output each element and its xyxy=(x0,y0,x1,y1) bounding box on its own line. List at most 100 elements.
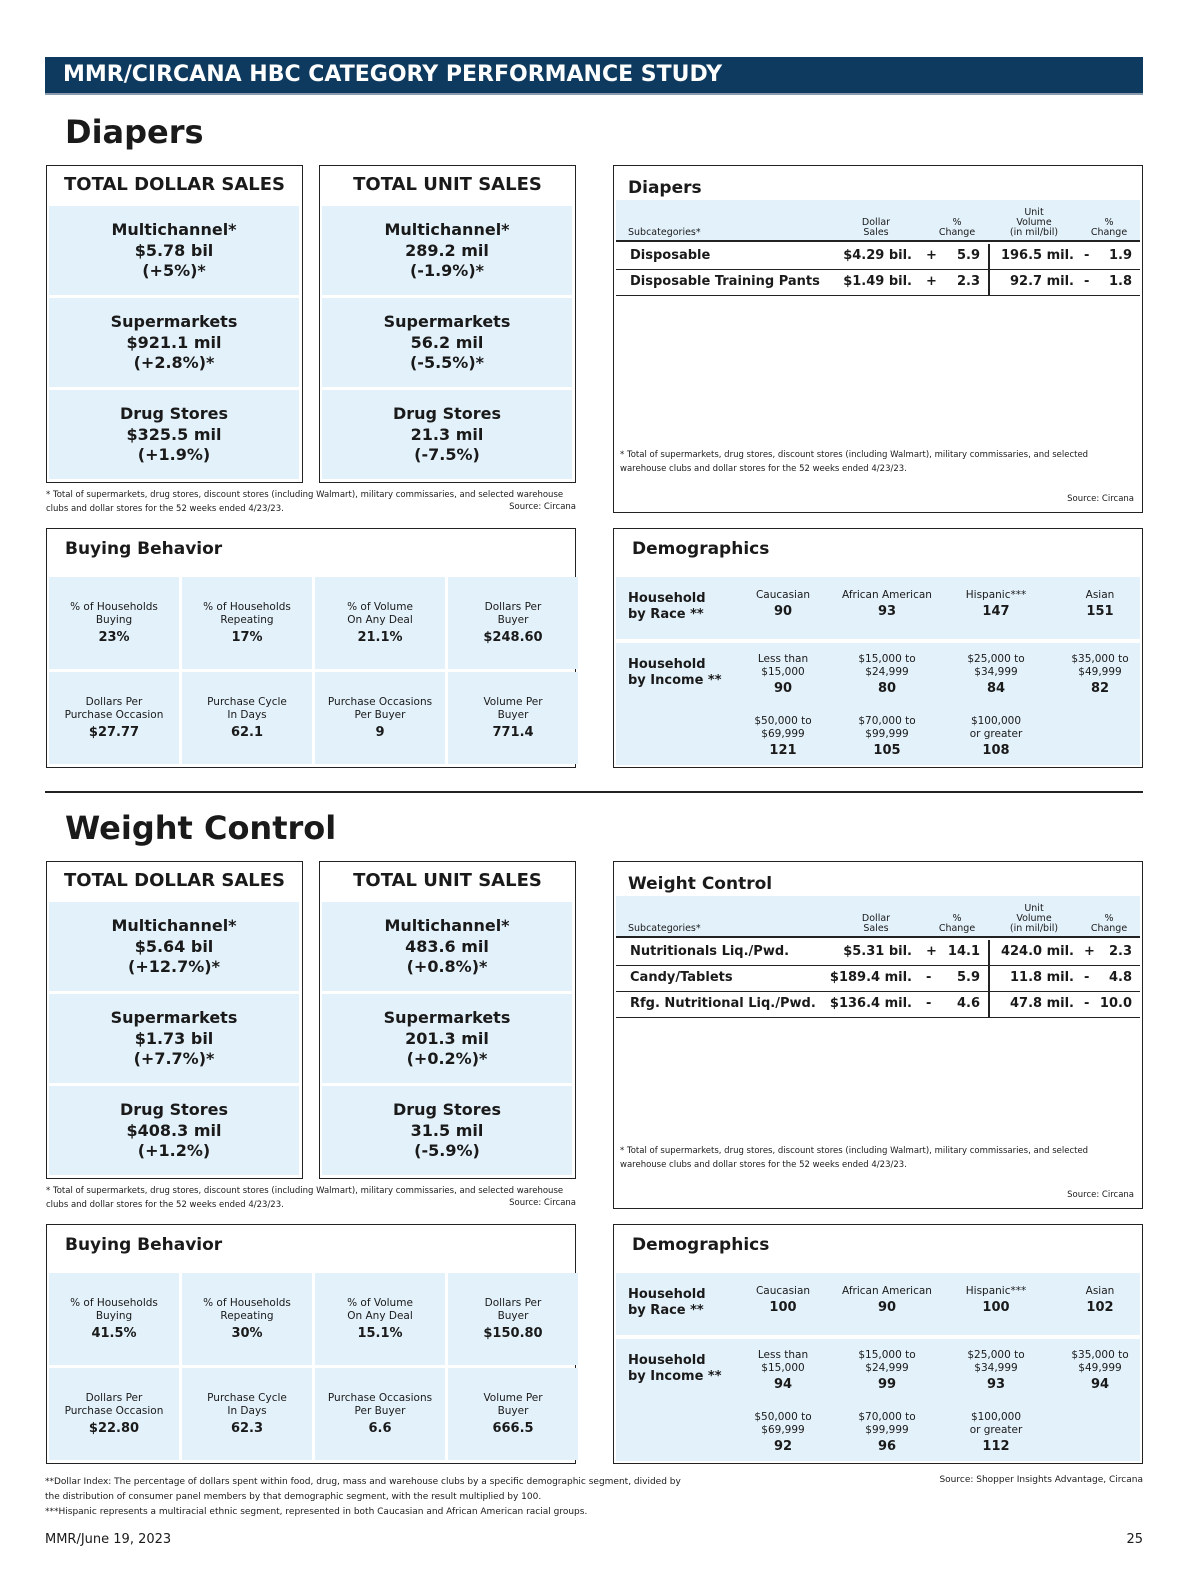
demographic-group-label: $25,000 to $34,999 xyxy=(936,653,1056,679)
subcategory-note: * Total of supermarkets, drug stores, di… xyxy=(620,1146,1089,1170)
demographic-label: Household by Income ** xyxy=(628,657,722,689)
subcategory-note: * Total of supermarkets, drug stores, di… xyxy=(620,450,1089,474)
buying-label-line: Purchase Occasions xyxy=(327,696,433,708)
column-header-line: Sales xyxy=(863,923,889,934)
demographic-value: 105 xyxy=(873,743,901,758)
demographic-group-label: Less than $15,000 xyxy=(723,1349,843,1375)
sales-value: 483.6 mil xyxy=(405,936,489,956)
column-header-line: Unit xyxy=(1024,207,1044,218)
sales-cell: Multichannel* 289.2 mil (-1.9%)* xyxy=(322,206,572,295)
demographic-group-label: $35,000 to $49,999 xyxy=(1040,1349,1160,1375)
buying-cell: Purchase Occasions Per Buyer 9 xyxy=(315,672,445,764)
buying-cell: % of Households Repeating 17% xyxy=(182,577,312,669)
sales-change: (+0.8%)* xyxy=(406,957,488,976)
sales-value: $325.5 mil xyxy=(126,424,222,444)
demographic-value: 112 xyxy=(982,1439,1010,1454)
demographic-group-label-line: or greater xyxy=(969,728,1023,740)
demographic-value: 100 xyxy=(982,1300,1010,1315)
column-header: % Change xyxy=(917,914,997,934)
sales-cell: Supermarkets 56.2 mil (-5.5%)* xyxy=(322,298,572,387)
section-title: Weight Control xyxy=(65,809,337,847)
demographic-label-line: Household xyxy=(628,1353,706,1368)
demographic-value: 92 xyxy=(773,1439,793,1454)
sales-cell: Supermarkets $921.1 mil (+2.8%)* xyxy=(49,298,299,387)
sales-cell: Supermarkets $1.73 bil (+7.7%)* xyxy=(49,994,299,1083)
buying-cell: Volume Per Buyer 771.4 xyxy=(448,672,578,764)
demographic-group-label-line: $69,999 xyxy=(761,1424,805,1436)
demographic-value: 93 xyxy=(986,1377,1006,1392)
buying-value: 17% xyxy=(231,630,263,645)
demographic-group-label: Less than $15,000 xyxy=(723,653,843,679)
demographics-box: Demographics Household by Race ** Caucasian… xyxy=(613,528,1143,768)
buying-label-line: Dollars Per xyxy=(85,696,143,708)
demographic-value: 102 xyxy=(1086,1300,1114,1315)
buying-label-line: Dollars Per xyxy=(85,1392,143,1404)
demographic-group-label-line: Caucasian xyxy=(755,589,811,601)
demographic-group: $100,000 or greater 112 xyxy=(936,1411,1056,1454)
buying-cell: % of Households Buying 23% xyxy=(49,577,179,669)
subcategory-cell: Candy/Tablets xyxy=(630,970,733,985)
subcategory-cell: 4.8 xyxy=(1108,970,1132,985)
subcategory-cell: - xyxy=(1084,970,1090,985)
subcategory-cell: - xyxy=(1084,996,1090,1011)
sales-value: 31.5 mil xyxy=(410,1120,484,1140)
section-title: Diapers xyxy=(65,113,204,151)
demographic-value: 82 xyxy=(1090,681,1110,696)
sales-change: (+5%)* xyxy=(142,261,206,280)
demographic-group-label: $50,000 to $69,999 xyxy=(723,715,843,741)
sales-cell: Drug Stores $325.5 mil (+1.9%) xyxy=(49,390,299,479)
sales-value: $5.78 bil xyxy=(134,240,214,260)
buying-cell: % of Households Buying 41.5% xyxy=(49,1273,179,1365)
column-header-line: Dollar xyxy=(861,217,891,228)
subcategory-cell: $4.29 bil. xyxy=(843,248,912,263)
buying-value: 6.6 xyxy=(368,1421,392,1436)
demographic-group-label-line: African American xyxy=(842,1285,932,1297)
demographic-group-label-line: Asian xyxy=(1085,589,1115,601)
demographic-band: Household by Race ** Caucasian 100 African A… xyxy=(616,1273,1140,1335)
buying-label-line: Buyer xyxy=(497,1405,529,1417)
subcategory-cell: 424.0 mil. xyxy=(1000,944,1074,959)
demographic-value: 100 xyxy=(769,1300,797,1315)
demographic-value: 99 xyxy=(877,1377,897,1392)
buying-label-line: Volume Per xyxy=(483,696,543,708)
demographic-group-label: $100,000 or greater xyxy=(936,715,1056,741)
buying-value: 23% xyxy=(98,630,130,645)
subcategory-cell: + xyxy=(926,274,937,289)
subcategory-cell: $189.4 mil. xyxy=(829,970,912,985)
demographic-value: 90 xyxy=(877,1300,897,1315)
demographic-group: $15,000 to $24,999 99 xyxy=(827,1349,947,1392)
buying-box: Buying Behavior % of Households Buying 23%%… xyxy=(46,528,578,768)
demographic-group: African American 90 xyxy=(827,1285,947,1315)
column-header-line: Subcategories* xyxy=(628,227,701,238)
buying-label: % of Households Repeating xyxy=(182,601,312,627)
demographic-group-label-line: $70,000 to xyxy=(858,1411,916,1423)
buying-label-line: Dollars Per xyxy=(484,1297,542,1309)
buying-value: 15.1% xyxy=(357,1326,403,1341)
column-header: % Change xyxy=(1069,914,1149,934)
demographic-group: $15,000 to $24,999 80 xyxy=(827,653,947,696)
buying-cell: Purchase Cycle In Days 62.1 xyxy=(182,672,312,764)
divider xyxy=(45,791,1143,793)
sales-cell: Drug Stores $408.3 mil (+1.2%) xyxy=(49,1086,299,1175)
header-bar: MMR/CIRCANA HBC CATEGORY PERFORMANCE STU… xyxy=(45,57,1143,95)
buying-label: % of Households Repeating xyxy=(182,1297,312,1323)
buying-label-line: Repeating xyxy=(220,1310,274,1322)
sales-channel: Multichannel* xyxy=(111,916,237,935)
buying-value: 62.1 xyxy=(230,725,264,740)
buying-value: 9 xyxy=(375,725,385,740)
column-header-line: Unit xyxy=(1024,903,1044,914)
demographic-group-label: $70,000 to $99,999 xyxy=(827,1411,947,1437)
buying-label-line: Repeating xyxy=(220,614,274,626)
demographic-group-label-line: Asian xyxy=(1085,1285,1115,1297)
buying-label: Dollars Per Purchase Occasion xyxy=(49,696,179,722)
demographic-value: 147 xyxy=(982,604,1010,619)
column-header-line: Change xyxy=(1090,227,1128,238)
demographic-group-label-line: $15,000 xyxy=(761,1362,805,1374)
demographic-group-label-line: $100,000 xyxy=(970,1411,1022,1423)
buying-value: $27.77 xyxy=(88,725,140,740)
demographic-group: Hispanic*** 147 xyxy=(936,589,1056,619)
buying-title: Buying Behavior xyxy=(65,539,223,559)
sales-value: 289.2 mil xyxy=(405,240,489,260)
buying-label-line: Purchase Cycle xyxy=(207,1392,287,1404)
